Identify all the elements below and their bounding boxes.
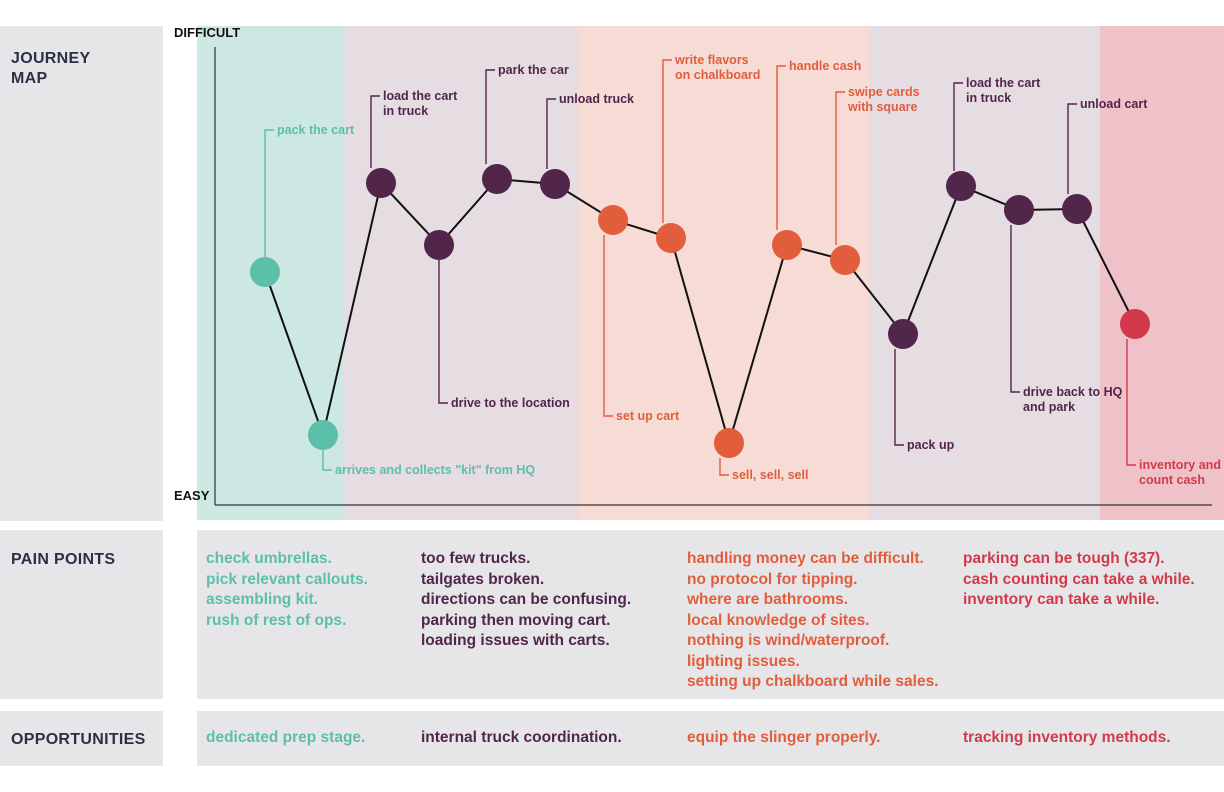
step-connector: [264, 129, 274, 257]
step-label: sell, sell, sell: [732, 468, 808, 482]
pain-point-item: tailgates broken.: [421, 570, 545, 588]
step-label: park the car: [498, 63, 569, 77]
opportunity-prep: dedicated prep stage.: [206, 729, 366, 746]
step-marker: [946, 171, 976, 201]
step-label: pack the cart: [277, 123, 355, 137]
step-connector: [662, 59, 672, 223]
step-marker: [772, 230, 802, 260]
pain-point-item: cash counting can take a while.: [963, 570, 1195, 588]
step-label: swipe cards with square: [847, 85, 920, 114]
step-label: unload truck: [559, 92, 634, 106]
axis-label-difficult: DIFFICULT: [174, 25, 240, 40]
step-label: set up cart: [616, 409, 680, 423]
journey-map-title: JOURNEY MAP: [11, 50, 91, 87]
opportunities-label-panel: OPPORTUNITIES: [0, 711, 163, 766]
pain-point-item: loading issues with carts.: [421, 632, 610, 649]
opportunities-panel: [197, 711, 1224, 766]
pain-points-prep: check umbrellas. pick relevant callouts.…: [206, 549, 368, 631]
step-connector: [370, 95, 380, 168]
pain-points-closeout: parking can be tough (337). cash countin…: [963, 549, 1195, 611]
pain-points-transport: too few trucks. tailgates broken. direct…: [421, 549, 631, 652]
pain-point-item: directions can be confusing.: [421, 591, 632, 608]
pain-point-item: local knowledge of sites.: [687, 611, 870, 629]
step-marker: [540, 169, 570, 199]
pain-points-title: PAIN POINTS: [11, 551, 116, 568]
step-connector: [322, 450, 332, 471]
pain-point-item: check umbrellas.: [206, 550, 332, 567]
opportunity-selling: equip the slinger properly.: [687, 729, 881, 746]
opportunities-title: OPPORTUNITIES: [11, 731, 146, 748]
step-marker: [424, 230, 454, 260]
step-marker: [714, 428, 744, 458]
pain-point-item: nothing is wind/waterproof.: [687, 632, 890, 649]
pain-point-item: rush of rest of ops.: [206, 611, 347, 629]
step-connector: [1126, 339, 1136, 466]
pain-point-item: handling money can be difficult.: [687, 550, 924, 567]
step-marker: [250, 257, 280, 287]
step-connector: [719, 458, 729, 476]
pain-points-selling: handling money can be difficult. no prot…: [687, 549, 939, 693]
step-marker: [1062, 194, 1092, 224]
pain-points-panel: [197, 530, 1224, 699]
phase-band-return: [870, 26, 1100, 520]
step-label: pack up: [907, 438, 955, 452]
step-marker: [366, 168, 396, 198]
step-marker: [1004, 195, 1034, 225]
step-marker: [1120, 309, 1150, 339]
step-connector: [438, 260, 448, 404]
pain-point-item: setting up chalkboard while sales.: [687, 673, 939, 690]
step-connector: [1010, 225, 1020, 393]
opportunity-transport: internal truck coordination.: [421, 729, 622, 746]
step-connector: [835, 91, 845, 245]
step-connector: [1067, 103, 1077, 194]
step-label: drive to the location: [451, 396, 570, 410]
step-marker: [888, 319, 918, 349]
step-marker: [482, 164, 512, 194]
pain-point-item: too few trucks.: [421, 550, 531, 567]
phase-band-closeout: [1100, 26, 1224, 520]
step-connector: [546, 98, 556, 169]
opportunity-closeout: tracking inventory methods.: [963, 729, 1171, 746]
pain-point-item: pick relevant callouts.: [206, 570, 368, 588]
step-marker: [308, 420, 338, 450]
step-label: handle cash: [789, 59, 861, 73]
pain-point-item: parking can be tough (337).: [963, 550, 1165, 567]
step-marker: [598, 205, 628, 235]
pain-point-item: lighting issues.: [687, 652, 800, 670]
journey-map-label-panel: JOURNEY MAP: [0, 26, 163, 521]
step-label: arrives and collects "kit" from HQ: [335, 463, 535, 477]
pain-point-item: assembling kit.: [206, 591, 318, 608]
step-label: load the cart in truck: [966, 76, 1041, 105]
axis-label-easy: EASY: [174, 488, 210, 503]
step-label: drive back to HQ and park: [1023, 385, 1123, 414]
step-label: inventory and count cash: [1139, 458, 1221, 487]
step-marker: [656, 223, 686, 253]
pain-point-item: inventory can take a while.: [963, 591, 1160, 608]
pain-point-item: no protocol for tipping.: [687, 570, 858, 588]
step-label: unload cart: [1080, 97, 1148, 111]
pain-point-item: where are bathrooms.: [687, 591, 849, 608]
step-label: write flavors on chalkboard: [674, 53, 760, 82]
step-label: load the cart in truck: [383, 89, 458, 118]
step-connector: [603, 235, 613, 417]
pain-point-item: parking then moving cart.: [421, 611, 611, 629]
pain-points-label-panel: PAIN POINTS: [0, 530, 163, 699]
phase-band-transport: [344, 26, 578, 520]
step-connector: [953, 82, 963, 171]
journey-line: [264, 177, 1136, 447]
step-connector: [894, 349, 904, 446]
step-marker: [830, 245, 860, 275]
step-connector: [485, 69, 495, 164]
step-connector: [776, 65, 786, 230]
